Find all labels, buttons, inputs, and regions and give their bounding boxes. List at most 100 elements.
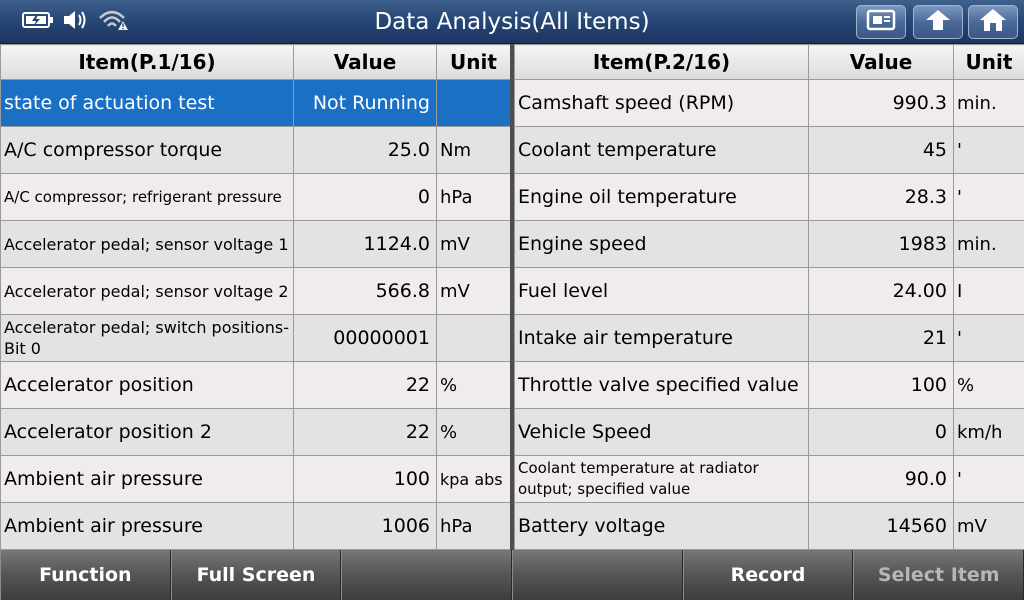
data-table-page-1: Item(P.1/16) Value Unit state of actuati… [0, 44, 511, 550]
record-button[interactable]: Record [682, 550, 854, 600]
battery-icon [22, 11, 54, 33]
item-name: Camshaft speed (RPM) [514, 79, 809, 127]
table-row[interactable]: Ambient air pressure 100 kpa abs [0, 455, 511, 503]
home-button[interactable] [968, 5, 1018, 39]
function-button[interactable]: Function [0, 550, 171, 600]
item-value: 0 [808, 408, 954, 456]
item-name: Ambient air pressure [0, 502, 294, 550]
item-name: Coolant temperature at radiator output; … [514, 455, 809, 503]
table-row[interactable]: Fuel level 24.00 I [514, 267, 1024, 315]
item-name: Battery voltage [514, 502, 809, 550]
item-name: Vehicle Speed [514, 408, 809, 456]
table-row[interactable]: Accelerator pedal; sensor voltage 2 566.… [0, 267, 511, 315]
item-name: Accelerator position 2 [0, 408, 294, 456]
table-row[interactable]: Battery voltage 14560 mV [514, 502, 1024, 550]
select-item-button[interactable]: Select Item [853, 550, 1024, 600]
item-unit: mV [436, 267, 511, 315]
item-value: 21 [808, 314, 954, 362]
item-unit: Nm [436, 126, 511, 174]
empty-button-3[interactable] [341, 550, 513, 600]
table-row[interactable]: A/C compressor; refrigerant pressure 0 h… [0, 173, 511, 221]
full-screen-button[interactable]: Full Screen [170, 550, 342, 600]
item-unit: hPa [436, 173, 511, 221]
item-unit: ' [953, 126, 1024, 174]
item-name: state of actuation test [0, 79, 294, 127]
column-header-item[interactable]: Item(P.1/16) [0, 44, 294, 80]
empty-button-4[interactable] [512, 550, 683, 600]
home-icon [978, 7, 1008, 37]
wifi-warning-icon [98, 8, 128, 36]
item-unit: min. [953, 79, 1024, 127]
item-value: 100 [808, 361, 954, 409]
table-row[interactable]: Accelerator position 2 22 % [0, 408, 511, 456]
column-header-value[interactable]: Value [808, 44, 954, 80]
item-value: 25.0 [293, 126, 437, 174]
table-row[interactable]: Ambient air pressure 1006 hPa [0, 502, 511, 550]
item-unit: ' [953, 314, 1024, 362]
table-row[interactable]: Intake air temperature 21 ' [514, 314, 1024, 362]
item-value: 24.00 [808, 267, 954, 315]
table-header: Item(P.1/16) Value Unit [0, 44, 511, 80]
table-row[interactable]: Accelerator pedal; sensor voltage 1 1124… [0, 220, 511, 268]
table-row[interactable]: Throttle valve specified value 100 % [514, 361, 1024, 409]
table-row[interactable]: Engine oil temperature 28.3 ' [514, 173, 1024, 221]
item-name: Fuel level [514, 267, 809, 315]
title-bar: Data Analysis(All Items) [0, 0, 1024, 44]
item-value: 1983 [808, 220, 954, 268]
column-header-unit[interactable]: Unit [436, 44, 511, 80]
item-unit: mV [436, 220, 511, 268]
item-value: Not Running [293, 79, 437, 127]
table-row[interactable]: Vehicle Speed 0 km/h [514, 408, 1024, 456]
page-title: Data Analysis(All Items) [374, 9, 650, 35]
report-icon [866, 9, 896, 35]
table-row[interactable]: Camshaft speed (RPM) 990.3 min. [514, 79, 1024, 127]
column-header-item[interactable]: Item(P.2/16) [514, 44, 809, 80]
status-icons [22, 8, 128, 36]
item-unit: I [953, 267, 1024, 315]
table-row[interactable]: Accelerator pedal; switch positions-Bit … [0, 314, 511, 362]
item-unit: hPa [436, 502, 511, 550]
item-name: Throttle valve specified value [514, 361, 809, 409]
item-value: 1006 [293, 502, 437, 550]
item-value: 22 [293, 361, 437, 409]
table-row[interactable]: Accelerator position 22 % [0, 361, 511, 409]
table-row[interactable]: Coolant temperature at radiator output; … [514, 455, 1024, 503]
bottom-toolbar: Function Full Screen Record Select Item [0, 550, 1024, 600]
item-name: Accelerator pedal; sensor voltage 2 [0, 267, 294, 315]
item-name: A/C compressor; refrigerant pressure [0, 173, 294, 221]
item-unit: % [436, 361, 511, 409]
item-unit: kpa abs [436, 455, 511, 503]
table-row[interactable]: A/C compressor torque 25.0 Nm [0, 126, 511, 174]
item-value: 00000001 [293, 314, 437, 362]
item-unit [436, 314, 511, 362]
item-name: Accelerator position [0, 361, 294, 409]
item-name: Accelerator pedal; switch positions-Bit … [0, 314, 294, 362]
table-row[interactable]: Engine speed 1983 min. [514, 220, 1024, 268]
item-name: Coolant temperature [514, 126, 809, 174]
item-value: 90.0 [808, 455, 954, 503]
item-unit: % [953, 361, 1024, 409]
table-row[interactable]: state of actuation test Not Running [0, 79, 511, 127]
table-row[interactable]: Coolant temperature 45 ' [514, 126, 1024, 174]
item-value: 566.8 [293, 267, 437, 315]
item-name: Ambient air pressure [0, 455, 294, 503]
item-unit: % [436, 408, 511, 456]
item-name: Intake air temperature [514, 314, 809, 362]
item-value: 0 [293, 173, 437, 221]
report-button[interactable] [856, 5, 906, 39]
item-name: A/C compressor torque [0, 126, 294, 174]
back-button[interactable] [913, 5, 963, 39]
item-value: 1124.0 [293, 220, 437, 268]
item-name: Engine oil temperature [514, 173, 809, 221]
item-value: 14560 [808, 502, 954, 550]
item-value: 45 [808, 126, 954, 174]
item-unit [436, 79, 511, 127]
back-icon [923, 8, 953, 36]
column-header-unit[interactable]: Unit [953, 44, 1024, 80]
item-unit: ' [953, 455, 1024, 503]
panel-divider [510, 44, 514, 550]
item-unit: km/h [953, 408, 1024, 456]
table-header: Item(P.2/16) Value Unit [514, 44, 1024, 80]
column-header-value[interactable]: Value [293, 44, 437, 80]
item-name: Accelerator pedal; sensor voltage 1 [0, 220, 294, 268]
